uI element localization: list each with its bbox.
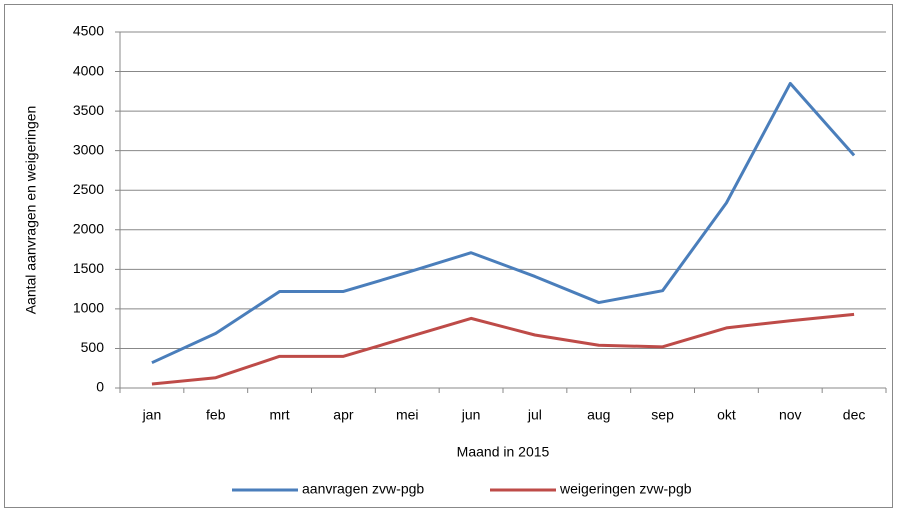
y-tick-label: 4500	[73, 23, 104, 39]
y-tick-label: 3500	[73, 102, 104, 118]
x-tick-label: jun	[461, 407, 481, 423]
x-axis-title: Maand in 2015	[457, 444, 550, 460]
legend-label: aanvragen zvw-pgb	[302, 481, 424, 497]
series-line	[151, 81, 856, 365]
x-tick-label: dec	[843, 407, 866, 423]
x-tick-label: aug	[587, 407, 610, 423]
y-tick-label: 2500	[73, 181, 104, 197]
y-tick-label: 0	[96, 379, 104, 395]
y-tick-label: 1500	[73, 260, 104, 276]
series-line	[151, 312, 855, 386]
x-tick-label: jul	[527, 407, 542, 423]
x-tick-label: mei	[396, 407, 419, 423]
legend-label: weigeringen zvw-pgb	[559, 481, 692, 497]
y-tick-label: 2000	[73, 220, 104, 236]
y-tick-label: 3000	[73, 141, 104, 157]
chart-border	[4, 4, 893, 508]
x-tick-label: okt	[717, 407, 736, 423]
y-tick-label: 1000	[73, 300, 104, 316]
y-tick-label: 500	[81, 339, 105, 355]
x-tick-label: apr	[333, 407, 354, 423]
x-tick-label: jan	[142, 407, 162, 423]
y-axis-title: Aantal aanvragen en weigeringen	[23, 106, 39, 315]
y-tick-label: 4000	[73, 62, 104, 78]
x-tick-label: mrt	[269, 407, 289, 423]
x-tick-label: sep	[651, 407, 674, 423]
x-tick-label: feb	[206, 407, 226, 423]
x-tick-label: nov	[779, 407, 802, 423]
